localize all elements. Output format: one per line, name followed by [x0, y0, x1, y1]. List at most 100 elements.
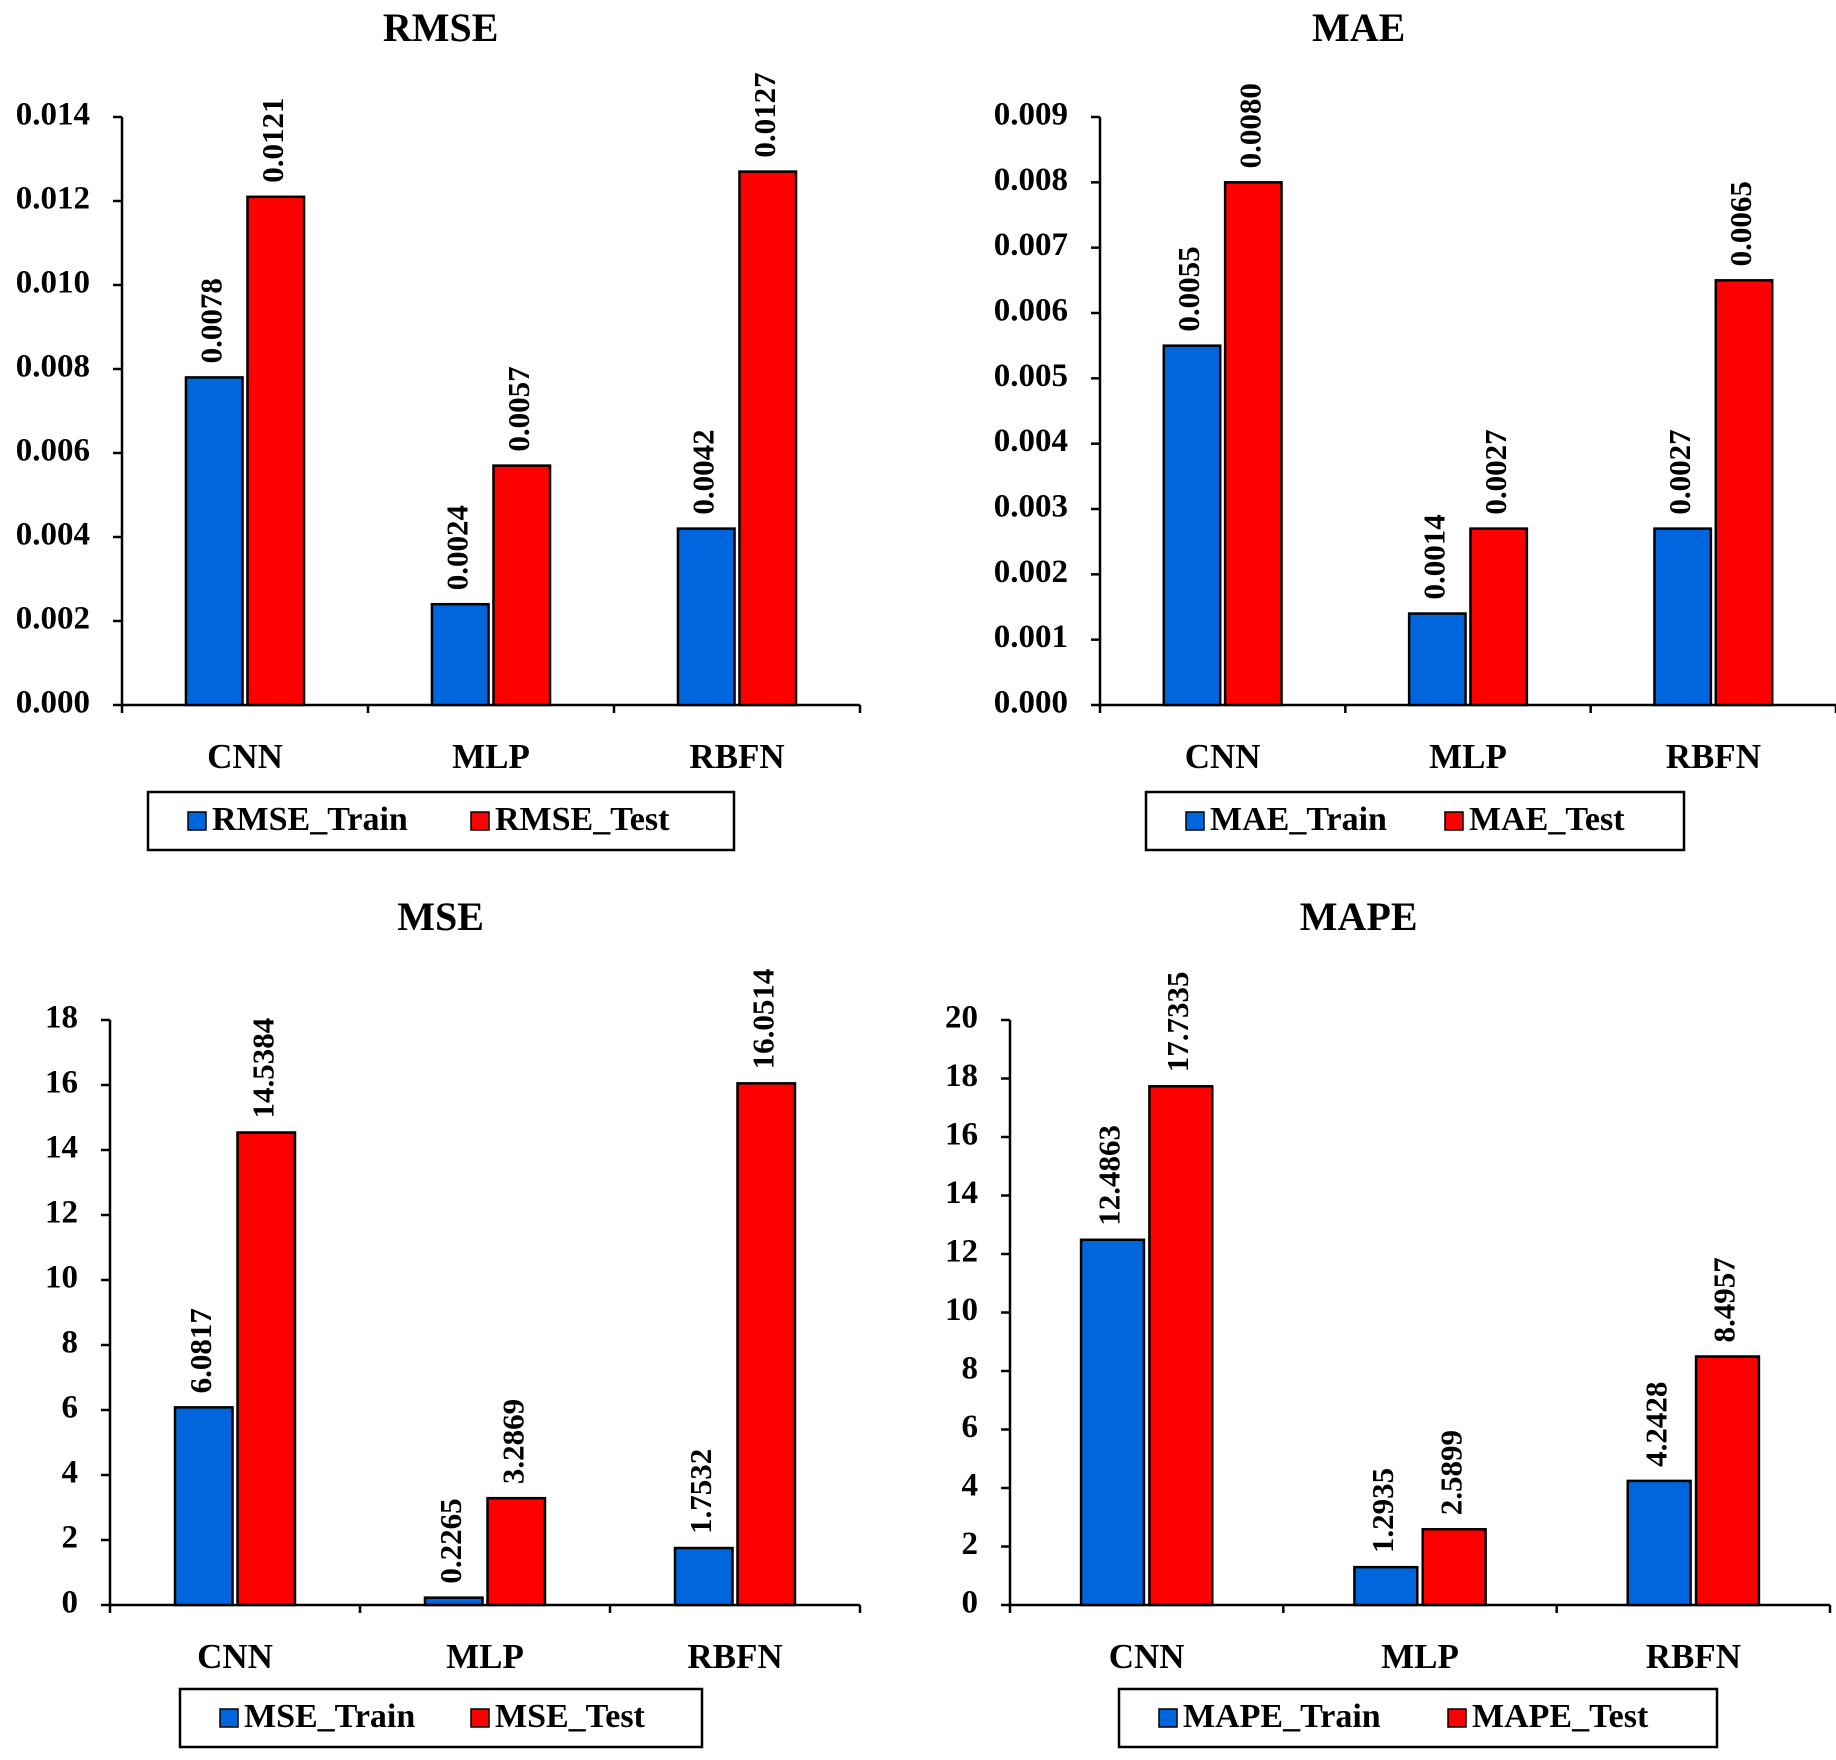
legend-box [178, 1687, 704, 1749]
category-label-cnn: CNN [1109, 1637, 1185, 1676]
category-label-cnn: CNN [1185, 737, 1261, 776]
y-tick-label: 0.014 [16, 97, 90, 133]
y-tick-label: 0.003 [994, 489, 1068, 525]
legend-label-mae-test: MAE_Test [1469, 801, 1625, 838]
y-tick-label: 0.001 [994, 619, 1068, 655]
data-label-mape-train-rbfn: 4.2428 [1638, 1382, 1673, 1467]
mse-legend: MSE_Train MSE_Test [178, 1687, 704, 1749]
legend-box [1144, 790, 1686, 852]
y-tick-label: 0.007 [994, 227, 1068, 263]
mse-chart-title: MSE [397, 894, 484, 939]
y-tick-label: 0.012 [16, 181, 90, 217]
legend-swatch-mape-train [1158, 1708, 1178, 1728]
bar-rmse-train-rbfn [676, 527, 736, 707]
bar-mae-test-mlp [1469, 527, 1529, 707]
bar-mae-train-rbfn [1653, 527, 1713, 707]
legend-label-rmse-test: RMSE_Test [495, 801, 670, 838]
bar-mae-test-rbfn [1714, 279, 1774, 707]
data-label-mae-test-mlp: 0.0027 [1478, 429, 1513, 514]
data-label-mape-train-cnn: 12.4863 [1092, 1125, 1127, 1226]
data-label-mse-train-rbfn: 1.7532 [683, 1449, 718, 1534]
bar-mape-train-cnn [1079, 1238, 1146, 1607]
category-label-mlp: MLP [446, 1637, 524, 1676]
y-tick-label: 0.005 [994, 358, 1068, 394]
category-label-rbfn: RBFN [1646, 1637, 1741, 1676]
bar-rmse-train-mlp [430, 602, 490, 707]
data-label-mse-test-cnn: 14.5384 [245, 1018, 280, 1119]
y-tick-label: 0.006 [994, 293, 1068, 329]
data-label-mape-test-rbfn: 8.4957 [1707, 1257, 1742, 1342]
y-tick-label: 0.009 [994, 97, 1068, 133]
y-tick-label: 0.008 [16, 349, 90, 385]
y-tick-label: 2 [62, 1520, 79, 1556]
legend-label-mse-test: MSE_Test [495, 1698, 646, 1735]
mape-chart-title: MAPE [1300, 894, 1418, 939]
category-label-rbfn: RBFN [687, 1637, 782, 1676]
data-label-mape-train-mlp: 1.2935 [1365, 1468, 1400, 1553]
mae-chart: MAE 0.000 0.001 0.002 0.003 0.004 0.005 0.006 0.… [994, 5, 1836, 852]
bar-mape-test-rbfn [1694, 1355, 1761, 1607]
rmse-legend: RMSE_Train RMSE_Test [146, 790, 736, 852]
y-tick-label: 16 [45, 1065, 78, 1101]
category-label-mlp: MLP [1381, 1637, 1459, 1676]
data-label-rmse-train-rbfn: 0.0042 [685, 429, 720, 514]
data-label-mse-train-cnn: 6.0817 [183, 1308, 218, 1393]
bar-mse-train-rbfn [673, 1546, 734, 1607]
data-label-mse-train-mlp: 0.2265 [433, 1498, 468, 1583]
y-tick-label: 8 [962, 1351, 979, 1387]
category-label-rbfn: RBFN [689, 737, 784, 776]
data-label-mse-test-rbfn: 16.0514 [745, 969, 780, 1070]
data-label-mae-train-cnn: 0.0055 [1171, 246, 1206, 331]
legend-label-rmse-train: RMSE_Train [212, 801, 408, 838]
y-tick-label: 10 [945, 1292, 978, 1328]
y-tick-label: 6 [62, 1390, 79, 1426]
y-tick-label: 0.002 [994, 554, 1068, 590]
bar-mape-test-mlp [1421, 1527, 1487, 1607]
legend-swatch-rmse-train [187, 811, 207, 831]
data-label-rmse-train-cnn: 0.0078 [193, 278, 228, 363]
bar-rmse-test-mlp [492, 464, 552, 707]
y-tick-label: 20 [945, 1000, 978, 1036]
legend-label-mse-train: MSE_Train [244, 1698, 415, 1735]
mape-legend: MAPE_Train MAPE_Test [1117, 1687, 1719, 1749]
y-tick-label: 0.008 [994, 162, 1068, 198]
bar-mape-test-cnn [1148, 1085, 1214, 1607]
y-tick-label: 2 [962, 1526, 979, 1562]
data-label-mape-test-cnn: 17.7335 [1160, 972, 1195, 1073]
mse-chart: MSE 0 2 4 6 8 10 12 14 16 18 CNN 6.0817 14.5384 MLP 0.2… [45, 894, 862, 1749]
bar-mape-train-mlp [1353, 1565, 1419, 1607]
legend-swatch-mae-train [1185, 811, 1205, 831]
rmse-chart: RMSE 0.000 0.002 0.004 0.006 0.008 0.010 0.012 0… [16, 5, 862, 852]
bar-mae-train-mlp [1407, 612, 1467, 707]
data-label-mae-train-rbfn: 0.0027 [1662, 429, 1697, 514]
bar-rmse-train-cnn [184, 376, 244, 707]
category-label-cnn: CNN [207, 737, 283, 776]
mape-chart-panel: MAPE 0 2 4 6 8 10 12 14 16 18 20 CNN 12.4863 17.7335 ML… [918, 877, 1836, 1755]
bar-mse-test-mlp [486, 1496, 547, 1607]
y-tick-label: 0.000 [994, 685, 1068, 721]
y-tick-label: 12 [945, 1234, 978, 1270]
category-label-mlp: MLP [452, 737, 530, 776]
category-label-mlp: MLP [1429, 737, 1507, 776]
y-tick-label: 0.002 [16, 601, 90, 637]
y-tick-label: 0.010 [16, 265, 90, 301]
y-tick-label: 6 [962, 1409, 979, 1445]
data-label-mape-test-mlp: 2.5899 [1433, 1430, 1468, 1515]
category-label-cnn: CNN [197, 1637, 273, 1676]
bar-mse-test-rbfn [736, 1082, 797, 1607]
y-tick-label: 0 [62, 1585, 79, 1621]
legend-swatch-rmse-test [470, 811, 490, 831]
y-tick-label: 8 [62, 1325, 79, 1361]
data-label-mae-train-mlp: 0.0014 [1416, 514, 1451, 599]
data-label-rmse-train-mlp: 0.0024 [439, 505, 474, 590]
data-label-rmse-test-cnn: 0.0121 [255, 98, 290, 183]
data-label-rmse-test-mlp: 0.0057 [501, 366, 536, 451]
bar-rmse-test-rbfn [738, 170, 798, 707]
mse-chart-panel: MSE 0 2 4 6 8 10 12 14 16 18 CNN 6.0817 14.5384 MLP 0.2… [0, 877, 918, 1755]
y-tick-label: 0.000 [16, 685, 90, 721]
y-tick-label: 0.004 [994, 423, 1068, 459]
y-tick-label: 18 [45, 1000, 78, 1036]
legend-swatch-mae-test [1444, 811, 1464, 831]
legend-box [1117, 1687, 1719, 1749]
y-tick-label: 0.006 [16, 433, 90, 469]
